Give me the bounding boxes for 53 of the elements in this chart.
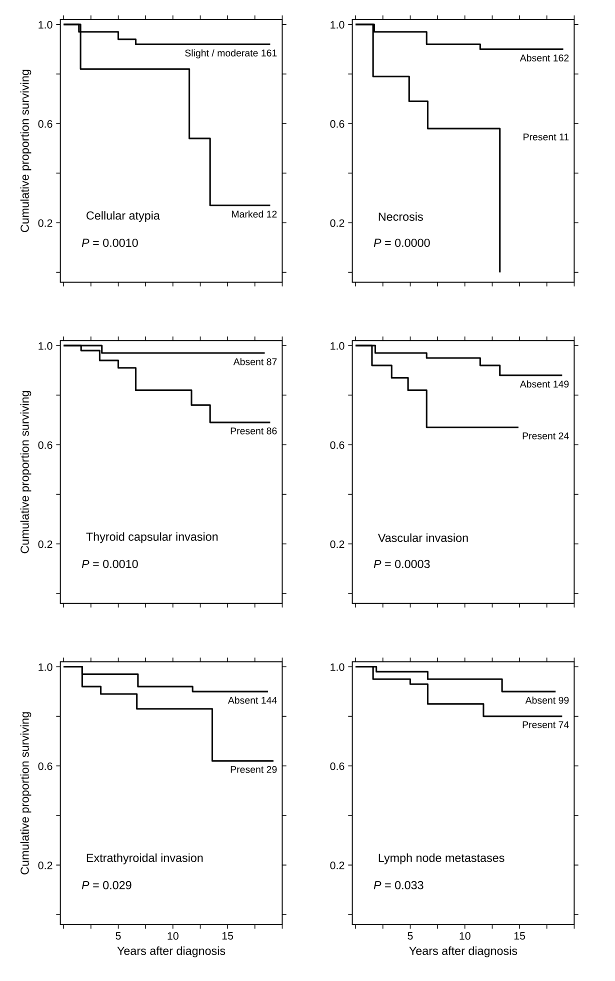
annotation: P = 0.029: [82, 881, 132, 890]
annotation: P = 0.033: [374, 881, 424, 890]
y-tick-label: 1.0: [330, 342, 344, 350]
series-label: Absent 87: [233, 358, 277, 366]
y-tick-label: 1.0: [330, 21, 344, 29]
y-tick-label: 0.6: [38, 120, 52, 128]
legend-label: Present 29: [230, 766, 277, 773]
y-tick-label: 1.0: [38, 21, 52, 29]
x-axis-title: Years after diagnosis: [409, 946, 518, 958]
series-label: Slight / moderate 161: [185, 49, 277, 58]
y-tick-label: 0.2: [38, 862, 52, 870]
x-tick-label: 15: [222, 932, 234, 940]
y-tick-label: 0.2: [330, 540, 344, 548]
y-tick-label: 0.2: [330, 219, 344, 227]
y-tick-label: 1.0: [38, 342, 52, 350]
series-label: Absent 144: [228, 696, 277, 704]
y-tick-label: 1.0: [38, 663, 52, 671]
y-tick-label: 0.6: [38, 762, 52, 770]
x-tick-label: 10: [168, 932, 178, 940]
y-axis-title: Cumulative proportion surviving: [20, 391, 32, 554]
y-axis-title: Cumulative proportion surviving: [20, 712, 32, 874]
y-tick-label: 0.2: [330, 862, 344, 870]
x-tick-label: 5: [408, 932, 413, 940]
series-label: Present 86: [230, 427, 277, 434]
annotation: P = 0.0003: [374, 560, 430, 568]
y-tick-label: 0.6: [38, 441, 52, 449]
series-label: Absent 162: [520, 54, 569, 62]
text: Thyroid capsular invasion: [86, 532, 218, 544]
y-tick-label: 0.6: [330, 762, 344, 770]
series-label: Marked 12: [232, 210, 277, 218]
annotation: P = 0.0000: [374, 238, 430, 247]
series-label: Absent 149: [520, 380, 569, 388]
x-tick-label: 5: [116, 932, 121, 940]
legend-label: Present 74: [522, 721, 569, 728]
y-tick-label: 0.6: [330, 441, 344, 449]
y-tick-label: 0.2: [38, 540, 52, 548]
y-tick-label: 1.0: [330, 663, 344, 671]
series-label: Absent 99: [525, 696, 569, 704]
text: Lymph node metastases: [378, 853, 504, 864]
text: Vascular invasion: [378, 533, 468, 542]
x-tick-label: 10: [460, 932, 470, 940]
x-axis-title: Years after diagnosis: [117, 946, 226, 958]
annotation: P = 0.0010: [82, 560, 138, 568]
x-tick-label: 15: [514, 932, 526, 940]
y-axis-title: Cumulative proportion surviving: [20, 70, 32, 232]
series-label: Present 24: [522, 432, 569, 440]
y-tick-label: 0.2: [38, 219, 52, 227]
text: Necrosis: [378, 212, 423, 221]
text: Cellular atypia: [86, 211, 160, 222]
text: Extrathyroidal invasion: [86, 853, 203, 864]
legend-label: Present 11: [524, 134, 569, 140]
y-tick-label: 0.6: [330, 120, 344, 128]
annotation: P = 0.0010: [82, 238, 138, 247]
